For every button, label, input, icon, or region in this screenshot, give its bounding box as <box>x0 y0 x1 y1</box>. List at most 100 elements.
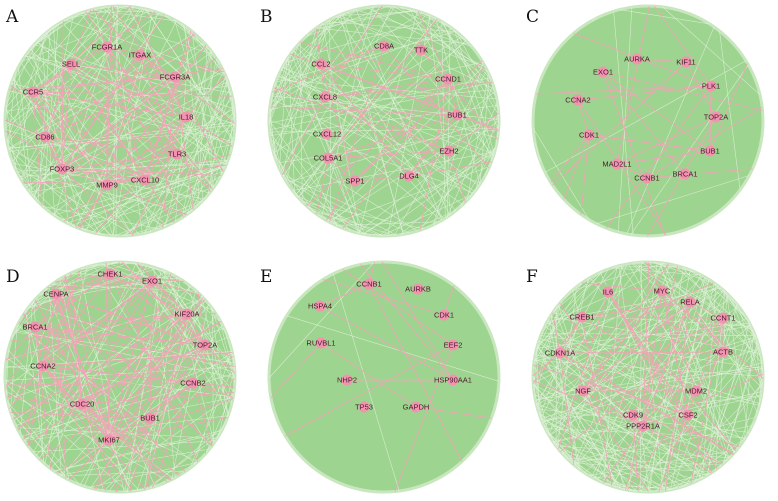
node-label: CXCL10 <box>131 176 159 185</box>
panel-c-node-ccnb1: CCNB1 <box>634 172 660 184</box>
node-dot <box>637 420 649 432</box>
panel-f-node-csf2: CSF2 <box>678 409 698 421</box>
node-label: CCNB2 <box>180 379 205 388</box>
node-label: MDM2 <box>685 387 707 396</box>
node-label: TOP2A <box>193 341 217 350</box>
panel-e-node-hspa4: HSPA4 <box>308 300 332 312</box>
node-dot <box>710 111 722 123</box>
panel-a-node-itgax: ITGAX <box>129 49 151 61</box>
node-label: CCND1 <box>435 75 461 84</box>
node-dot <box>576 311 588 323</box>
panel-b-node-cxcl12: CXCL12 <box>313 128 341 140</box>
panel-c-node-cdk1: CDK1 <box>579 129 599 141</box>
node-label: KIF11 <box>676 58 695 67</box>
panel-b: CD8A TTK CCL2 CCND1 CXCL8 BUB1 CXCL12 COL5A1 EZH… <box>260 4 501 238</box>
node-dot <box>27 86 39 98</box>
node-label: DLG4 <box>399 172 419 181</box>
node-dot <box>315 337 327 349</box>
node-label: CCNT1 <box>710 314 735 323</box>
node-dot <box>322 152 334 164</box>
node-label: MYC <box>654 287 671 296</box>
panel-a-node-mmp9: MMP9 <box>96 179 118 191</box>
node-label: CHEK1 <box>97 270 122 279</box>
node-label: GAPDH <box>403 403 430 412</box>
panel-e-letter: E <box>260 267 272 287</box>
node-dot <box>358 401 370 413</box>
node-label: PLK1 <box>702 82 720 91</box>
panel-d-node-kif20a: KIF20A <box>174 308 200 320</box>
panel-a-node-ccr5: CCR5 <box>23 86 43 98</box>
node-label: CCR5 <box>23 88 43 97</box>
node-dot <box>602 286 614 298</box>
node-dot <box>101 41 113 53</box>
node-label: BUB1 <box>700 147 720 156</box>
panel-e-node-ruvbl1: RUVBL1 <box>306 337 336 349</box>
panel-d-node-chek1: CHEK1 <box>97 268 123 280</box>
panel-d-node-ccna2: CCNA2 <box>30 360 56 372</box>
node-label: COL5A1 <box>314 154 343 163</box>
panel-b-pink-edges <box>269 5 499 231</box>
node-label: CD86 <box>35 133 54 142</box>
panel-f-pink-edges <box>532 261 764 493</box>
panel-c-node-bub1: BUB1 <box>700 145 720 157</box>
node-dot <box>438 309 450 321</box>
panel-e-node-nhp2: NHP2 <box>337 374 357 386</box>
panel-c-pink-edges <box>536 5 763 237</box>
panel-f-node-ppp2r1a: PPP2R1A <box>626 420 660 432</box>
panel-f-node-ngf: NGF <box>575 385 591 397</box>
node-dot <box>139 174 151 186</box>
node-label: FOXP3 <box>50 165 75 174</box>
panel-d-letter: D <box>6 267 20 287</box>
node-dot <box>447 374 459 386</box>
node-label: CDKN1A <box>545 349 575 358</box>
panel-f-letter: F <box>526 267 538 287</box>
panel-c-node-top2a: TOP2A <box>704 111 728 123</box>
node-label: KIF20A <box>174 310 199 319</box>
panel-a-node-fcgr1a: FCGR1A <box>92 41 122 53</box>
panel-c-green-edges <box>532 6 761 236</box>
panel-a-node-sell: SELL <box>62 58 80 70</box>
node-label: CCNA2 <box>30 362 55 371</box>
panel-a-pink-edges <box>4 5 236 236</box>
panel-d-node-mki67: MKI67 <box>98 434 120 446</box>
panel-e-node-cdk1: CDK1 <box>434 309 454 321</box>
node-label: EXO1 <box>593 68 613 77</box>
node-dot <box>415 44 427 56</box>
node-label: EEF2 <box>444 341 463 350</box>
panel-b-node-cd8a: CD8A <box>374 40 394 52</box>
node-dot <box>577 385 589 397</box>
node-label: EZH2 <box>439 147 458 156</box>
panel-e-node-eef2: EEF2 <box>444 339 463 351</box>
panel-f-node-actb: ACTB <box>713 346 733 358</box>
panel-d-node-brca1: BRCA1 <box>22 321 48 333</box>
node-dot <box>680 56 692 68</box>
node-dot <box>37 360 49 372</box>
panel-c-network-circle <box>531 4 765 238</box>
panel-c-node-aurka: AURKA <box>624 53 650 65</box>
node-dot <box>76 398 88 410</box>
node-label: SPP1 <box>345 177 364 186</box>
node-dot <box>572 94 584 106</box>
node-dot <box>39 131 51 143</box>
panel-c-node-exo1: EXO1 <box>593 66 613 78</box>
node-label: NGF <box>575 387 591 396</box>
node-dot <box>656 285 668 297</box>
panel-a-node-foxp3: FOXP3 <box>50 163 75 175</box>
node-dot <box>451 109 463 121</box>
panel-d: CHEK1 EXO1 CENPA KIF20A BRCA1 TOP2A CCNA2 CCNB2… <box>3 260 237 494</box>
node-dot <box>443 145 455 157</box>
node-dot <box>169 71 181 83</box>
node-label: MKI67 <box>98 436 120 445</box>
panel-d-node-cdc20: CDC20 <box>70 398 94 410</box>
node-label: BUB1 <box>447 111 467 120</box>
panel-e-node-gapdh: GAPDH <box>403 401 430 413</box>
node-label: IL18 <box>179 113 194 122</box>
panel-a-node-tlr3: TLR3 <box>168 148 186 160</box>
node-dot <box>56 163 68 175</box>
node-label: CENPA <box>43 290 68 299</box>
panel-b-node-dlg4: DLG4 <box>399 170 419 182</box>
node-dot <box>447 339 459 351</box>
panel-b-node-ezh2: EZH2 <box>439 145 459 157</box>
panel-c-node-ccna2: CCNA2 <box>565 94 591 106</box>
node-label: CDK1 <box>579 131 599 140</box>
